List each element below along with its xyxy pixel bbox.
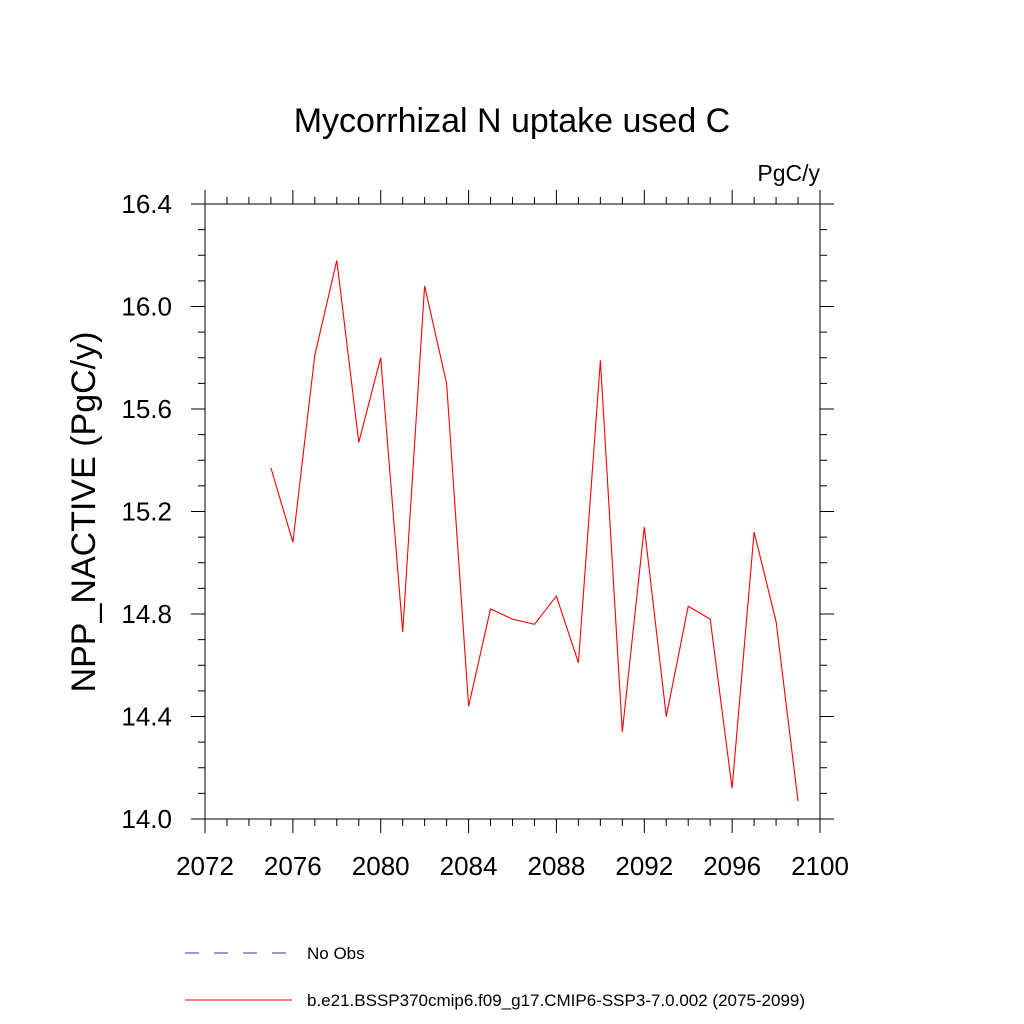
series-line bbox=[270, 260, 799, 802]
y-tick-label: 15.6 bbox=[121, 394, 172, 424]
x-tick-label: 2076 bbox=[264, 851, 322, 881]
data-series bbox=[270, 260, 799, 802]
x-tick-label: 2096 bbox=[703, 851, 761, 881]
x-tick-label: 2080 bbox=[352, 851, 410, 881]
y-tick-label: 15.2 bbox=[121, 497, 172, 527]
legend-label: No Obs bbox=[307, 944, 365, 963]
plot-frame bbox=[204, 203, 821, 820]
y-tick-label: 14.4 bbox=[121, 702, 172, 732]
y-tick-label: 16.0 bbox=[121, 292, 172, 322]
axis-ticks: 2072 2076 2080 2084 2088 2092 2096 2100 14.0 14.4… bbox=[121, 189, 849, 881]
x-tick-label: 2100 bbox=[791, 851, 849, 881]
y-tick-label: 14.0 bbox=[121, 804, 172, 834]
x-tick-label: 2084 bbox=[440, 851, 498, 881]
x-tick-label: 2088 bbox=[528, 851, 586, 881]
y-axis-label: NPP_NACTIVE (PgC/y) bbox=[65, 332, 103, 693]
legend-label: b.e21.BSSP370cmip6.f09_g17.CMIP6-SSP3-7.… bbox=[307, 991, 805, 1010]
legend: No Obs b.e21.BSSP370cmip6.f09_g17.CMIP6-S… bbox=[185, 944, 805, 1010]
x-tick-label: 2092 bbox=[615, 851, 673, 881]
y-tick-label: 16.4 bbox=[121, 189, 172, 219]
chart-title: Mycorrhizal N uptake used C bbox=[294, 102, 731, 140]
units-label: PgC/y bbox=[757, 160, 820, 186]
x-tick-label: 2072 bbox=[176, 851, 234, 881]
y-tick-label: 14.8 bbox=[121, 599, 172, 629]
